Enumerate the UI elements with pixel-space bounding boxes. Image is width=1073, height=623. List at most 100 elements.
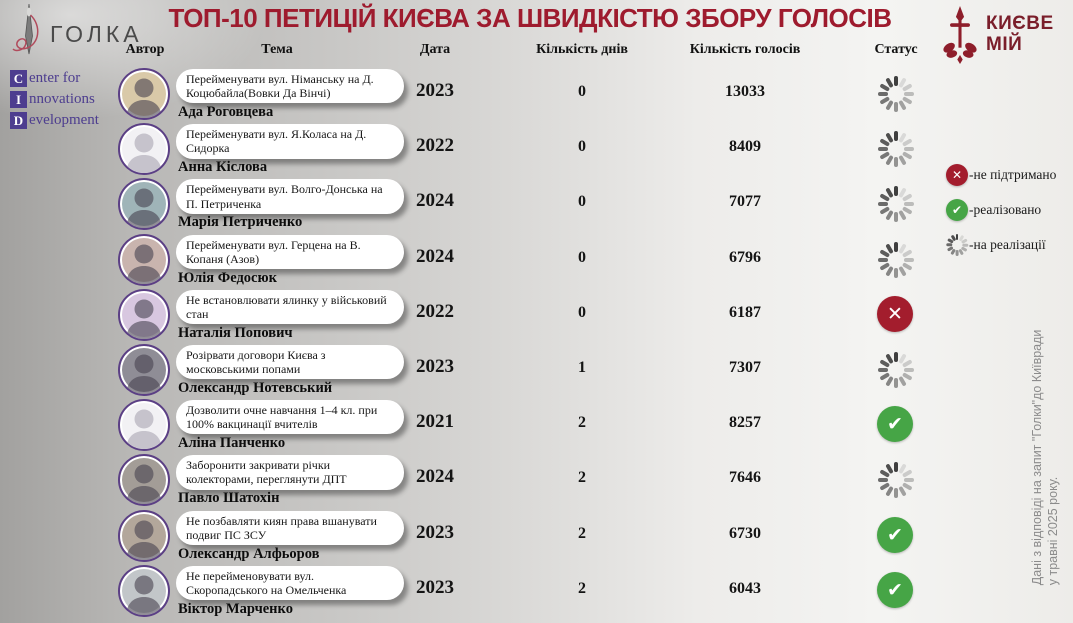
status-cell [877, 241, 915, 279]
author-name: Наталія Попович [178, 324, 293, 341]
spinner-icon [877, 241, 915, 279]
topic-bubble: Перейменувати вул. Герцена на В. Копаня … [176, 234, 404, 269]
votes-cell: 7307 [729, 358, 761, 376]
needle-icon [12, 3, 39, 55]
person-silhouette-icon [126, 244, 162, 284]
author-name: Олександр Нотевський [178, 379, 333, 396]
days-cell: 2 [578, 579, 586, 597]
topic-text: Перейменувати вул. Німанську на Д. Коцюб… [186, 72, 374, 101]
date-cell: 2024 [416, 466, 454, 488]
person-silhouette-icon [126, 575, 162, 615]
legend-item: ✔ -реалізовано [946, 199, 1056, 221]
status-cell [877, 130, 915, 168]
table-row: Перейменувати вул. Німанську на Д. Коцюб… [0, 67, 1073, 122]
cid-initial-d: D [10, 112, 27, 129]
legend-label: -на реалізації [969, 237, 1046, 252]
person-silhouette-icon [126, 299, 162, 339]
topic-bubble: Не позбавляти киян права вшанувати подви… [176, 510, 404, 545]
topic-bubble: Не встановлювати ялинку у військовий ста… [176, 289, 404, 325]
votes-cell: 6730 [729, 524, 761, 542]
days-cell: 0 [578, 303, 586, 321]
topic-bubble: Дозволити очне навчання 1–4 кл. при 100%… [176, 400, 404, 435]
author-name: Ада Роговцева [178, 104, 274, 120]
topic-text: Дозволити очне навчання 1–4 кл. при 100%… [186, 403, 378, 432]
spinner-icon [877, 75, 915, 113]
column-header-author: Автор [125, 42, 165, 57]
topic-bubble: Заборонити закривати річки колекторами, … [176, 455, 404, 490]
spinner-icon [877, 185, 915, 223]
page-title: ТОП-10 ПЕТИЦІЙ КИЄВА ЗА ШВИДКІСТЮ ЗБОРУ … [168, 3, 892, 33]
topic-text: Не позбавляти киян права вшанувати подви… [186, 513, 377, 542]
avatar [118, 564, 170, 617]
table-row: Не перейменовувати вул. Скоропадського н… [0, 564, 1073, 619]
column-header-status: Статус [874, 42, 918, 57]
table-row: Дозволити очне навчання 1–4 кл. при 100%… [0, 398, 1073, 453]
topic-text: Розірвати договори Києва з московськими … [186, 347, 326, 377]
date-cell: 2023 [416, 80, 454, 101]
date-cell: 2024 [416, 245, 454, 267]
status-cell: ✕ [877, 295, 915, 334]
date-cell: 2022 [416, 300, 454, 322]
person-silhouette-icon [126, 409, 162, 450]
status-cell [877, 185, 915, 223]
votes-cell: 6043 [729, 579, 761, 597]
topic-bubble: Перейменувати вул. Німанську на Д. Коцюб… [176, 69, 404, 104]
person-silhouette-icon [126, 133, 162, 174]
author-name: Павло Шатохін [178, 490, 280, 507]
cid-logo: C enter for I nnovations D evelopment [10, 70, 99, 133]
legend-item: ✕ -не підтримано [946, 164, 1056, 186]
days-cell: 0 [578, 193, 586, 211]
avatar [118, 343, 170, 396]
days-cell: 2 [578, 414, 586, 432]
check-icon: ✔ [877, 571, 913, 608]
votes-cell: 13033 [725, 83, 765, 100]
cid-initial-i: I [10, 91, 27, 108]
votes-cell: 6796 [729, 248, 761, 266]
avatar [118, 123, 170, 176]
cross-icon: ✕ [877, 295, 913, 332]
author-name: Віктор Марченко [178, 600, 293, 617]
table-row: Не встановлювати ялинку у військовий ста… [0, 288, 1073, 343]
days-cell: 0 [578, 138, 586, 156]
status-cell: ✔ [877, 406, 915, 444]
avatar [118, 454, 170, 507]
person-silhouette-icon [126, 78, 162, 118]
person-silhouette-icon [126, 354, 162, 394]
check-icon: ✔ [877, 406, 913, 443]
spinner-icon [877, 130, 915, 168]
date-cell: 2022 [416, 135, 454, 157]
spinner-icon [877, 461, 915, 499]
status-cell [877, 75, 915, 113]
votes-cell: 7646 [729, 469, 761, 487]
avatar [118, 68, 170, 120]
avatar [118, 399, 170, 452]
person-silhouette-icon [126, 464, 162, 505]
legend-label: -реалізовано [969, 202, 1042, 217]
avatar [118, 233, 170, 286]
date-cell: 2024 [416, 190, 454, 212]
days-cell: 0 [578, 83, 586, 100]
days-cell: 2 [578, 469, 586, 487]
person-silhouette-icon [126, 188, 162, 229]
author-name: Анна Кіслова [178, 159, 268, 176]
cid-initial-c: C [10, 70, 27, 87]
date-cell: 2023 [416, 355, 454, 377]
table-row: Заборонити закривати річки колекторами, … [0, 453, 1073, 508]
days-cell: 2 [578, 524, 586, 542]
date-cell: 2021 [416, 411, 454, 433]
table-row: Перейменувати вул. Я.Коласа на Д. Сидорк… [0, 122, 1073, 177]
topic-text: Перейменувати вул. Герцена на В. Копаня … [186, 237, 361, 266]
spinner-icon [946, 234, 968, 256]
author-name: Юлія Федосюк [178, 269, 277, 286]
avatar [118, 509, 170, 562]
column-header-date: Дата [419, 42, 451, 57]
votes-cell: 8409 [729, 138, 761, 156]
avatar [118, 178, 170, 231]
status-cell: ✔ [877, 571, 915, 610]
topic-bubble: Не перейменовувати вул. Скоропадського н… [176, 565, 404, 600]
days-cell: 1 [578, 358, 586, 376]
topic-text: Перейменувати вул. Волго-Донська на П. П… [186, 182, 383, 211]
topic-text: Заборонити закривати річки колекторами, … [186, 458, 347, 487]
topic-bubble: Перейменувати вул. Волго-Донська на П. П… [176, 179, 404, 214]
date-cell: 2023 [416, 521, 454, 543]
